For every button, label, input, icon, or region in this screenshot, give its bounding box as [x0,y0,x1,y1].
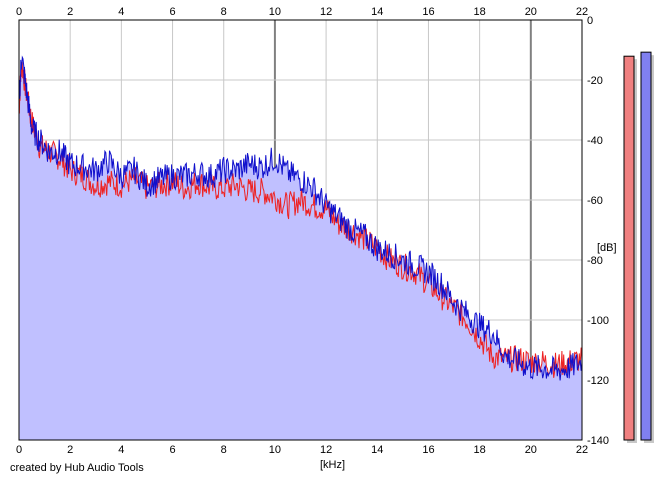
y-tick-label: -80 [587,255,603,267]
y-tick-label: -60 [587,195,603,207]
credit-text: created by Hub Audio Tools [10,462,144,474]
y-tick-label: -20 [587,75,603,87]
y-tick-label: -120 [587,375,609,387]
x-tick-label-top: 10 [269,6,281,18]
x-tick-label-top: 4 [118,6,124,18]
y-tick-label: -100 [587,315,609,327]
level-meters [623,51,654,443]
spectrum-fill [19,57,582,441]
y-tick-labels: 0 -20 -40 -60 -80 -100 -120 -140 [587,15,609,447]
x-tick-label-top: 6 [169,6,175,18]
x-tick-label-top: 2 [67,6,73,18]
x-tick-label-top: 18 [474,6,486,18]
plot-border [18,19,583,441]
x-tick-label-top: 16 [422,6,434,18]
x-tick-label-bottom: 12 [320,444,332,456]
x-tick-label-top: 12 [320,6,332,18]
series-left-line [18,61,583,378]
x-tick-label-bottom: 14 [371,444,383,456]
x-tick-label-top: 14 [371,6,383,18]
x-tick-label-bottom: 20 [525,444,537,456]
x-tick-label-top: 22 [576,6,588,18]
x-tick-label-bottom: 16 [422,444,434,456]
y-tick-label: -40 [587,135,603,147]
x-tick-label-top: 20 [525,6,537,18]
x-tick-label-top: 8 [221,6,227,18]
level-meter-right [640,51,652,441]
x-axis-label: [kHz] [320,459,345,471]
level-meter-left [623,55,635,441]
x-tick-label-bottom: 10 [269,444,281,456]
x-tick-label-bottom: 6 [169,444,175,456]
y-tick-label: -140 [587,435,609,447]
x-tick-label-bottom: 8 [221,444,227,456]
y-tick-label: 0 [587,15,593,27]
x-tick-label-top: 0 [16,6,22,18]
x-tick-label-bottom: 0 [16,444,22,456]
series-right-line [18,55,583,381]
y-axis-label: [dB] [597,242,617,254]
x-tick-label-bottom: 4 [118,444,124,456]
x-tick-label-bottom: 2 [67,444,73,456]
x-tick-label-bottom: 18 [474,444,486,456]
x-tick-labels-bottom: 0 2 4 6 8 10 12 14 16 18 20 22 [16,444,588,456]
x-tick-labels-top: 0 2 4 6 8 10 12 14 16 18 20 22 [16,6,588,18]
x-tick-label-bottom: 22 [576,444,588,456]
